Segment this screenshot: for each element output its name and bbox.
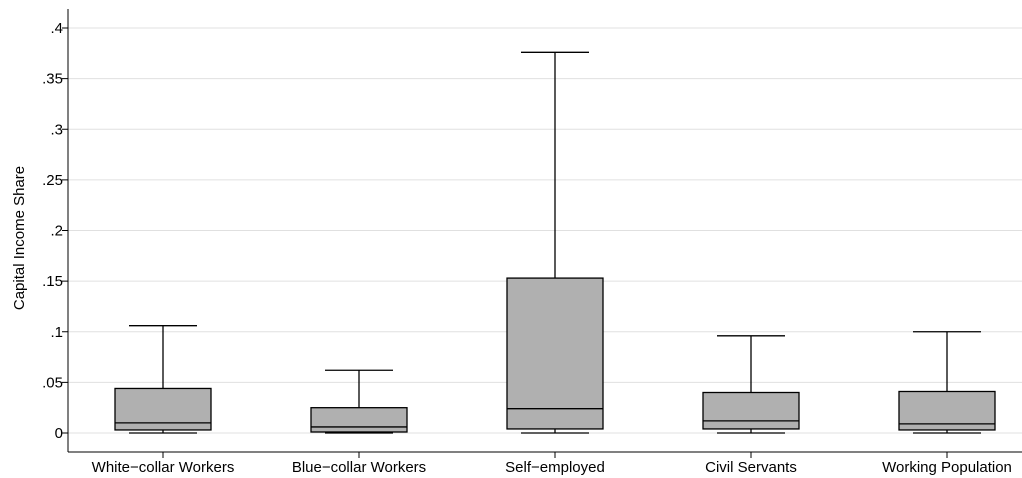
grid-lines bbox=[68, 27, 1022, 434]
box-2 bbox=[506, 51, 604, 434]
axes: 0 .05 .1 .15 .2 .25 .3 .35 .4 White−collar Worker… bbox=[42, 9, 1022, 476]
y-tick-label: .25 bbox=[42, 172, 63, 189]
iqr-box bbox=[702, 391, 800, 430]
y-tick-label: 0 bbox=[55, 425, 63, 442]
y-tick-label: .05 bbox=[42, 374, 63, 391]
y-tick-label: .15 bbox=[42, 273, 63, 290]
iqr-box bbox=[114, 387, 212, 431]
x-tick-label: Civil Servants bbox=[705, 459, 797, 476]
y-tick-label: .4 bbox=[50, 20, 63, 37]
box-series bbox=[114, 51, 996, 434]
box-4 bbox=[898, 331, 996, 434]
x-tick-label: Working Population bbox=[882, 459, 1012, 476]
y-tick-label: .2 bbox=[50, 223, 63, 240]
iqr-box bbox=[310, 407, 408, 433]
box-1 bbox=[310, 369, 408, 434]
box-3 bbox=[702, 335, 800, 434]
y-tick-label: .3 bbox=[50, 121, 63, 138]
box-0 bbox=[114, 325, 212, 434]
x-tick-label: White−collar Workers bbox=[92, 459, 235, 476]
x-tick-label: Blue−collar Workers bbox=[292, 459, 426, 476]
iqr-box bbox=[506, 277, 604, 430]
y-tick-label: .35 bbox=[42, 71, 63, 88]
y-tick-label: .1 bbox=[50, 324, 63, 341]
x-tick-label: Self−employed bbox=[505, 459, 605, 476]
y-axis-title: Capital Income Share bbox=[11, 166, 28, 310]
